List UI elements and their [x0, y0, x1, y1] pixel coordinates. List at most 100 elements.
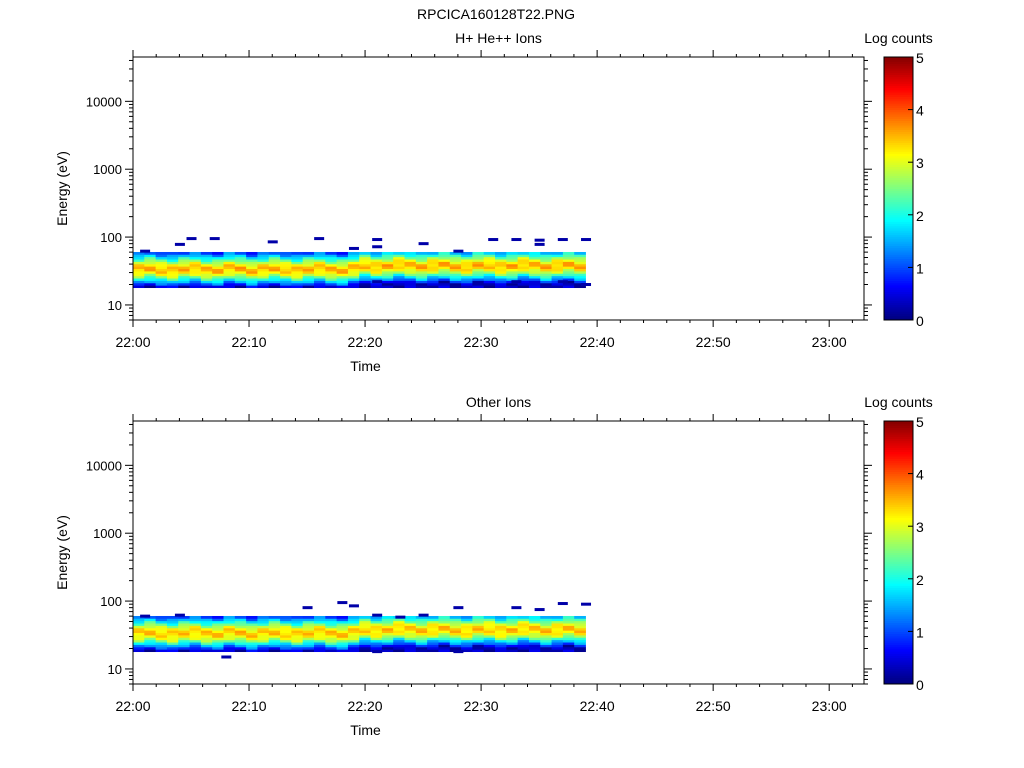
colorbar-strip — [884, 72, 913, 76]
spectrogram-cell — [280, 630, 292, 634]
spectrogram-cell — [540, 639, 552, 643]
colorbar-strip — [884, 648, 913, 652]
spectrogram-cell — [540, 280, 552, 284]
spectrogram-cell — [155, 623, 168, 626]
spectrogram-cell — [472, 625, 485, 629]
colorbar-strip — [884, 309, 913, 312]
spectrogram-cell — [144, 275, 157, 279]
spectrogram-cell — [483, 649, 496, 653]
spectrogram-cell — [155, 254, 168, 258]
spectrogram-cell — [166, 632, 179, 636]
spectrogram-cell — [562, 270, 575, 274]
colorbar-strip — [884, 199, 913, 203]
colorbar-label: Log counts — [864, 394, 933, 410]
spectrogram-cell — [506, 261, 519, 265]
spectrogram-cell — [517, 251, 530, 255]
spectrogram-cell — [528, 646, 541, 650]
spectrogram-cell — [302, 618, 315, 622]
spectrogram-cell — [166, 644, 179, 648]
spectrogram-cell — [461, 618, 473, 622]
x-tick-label: 22:10 — [232, 334, 267, 350]
spectrogram-cell — [178, 630, 190, 634]
colorbar-strip — [884, 662, 913, 665]
colorbar-strip — [884, 166, 913, 170]
spectrogram-cell — [528, 256, 541, 260]
spectrogram-cell — [200, 615, 213, 619]
spectrogram-cell — [234, 282, 247, 286]
colorbar-strip — [884, 567, 913, 571]
spectrogram-cell — [370, 261, 383, 265]
spectrogram-cell — [427, 637, 439, 641]
spectrogram-cell — [472, 275, 485, 279]
spectrogram-cell — [483, 275, 496, 279]
spectrogram-cell — [574, 270, 586, 274]
spectrogram-cell — [291, 644, 304, 648]
spectrogram-cell — [212, 620, 224, 624]
spectrogram-cell — [427, 649, 439, 653]
spectrogram-cell — [234, 278, 247, 281]
spectrogram-cell — [325, 282, 338, 286]
spectrogram-cell — [223, 280, 236, 284]
spectrogram-cell — [234, 254, 247, 258]
spectrogram-cell — [495, 627, 507, 631]
spectrogram-cell — [483, 637, 496, 641]
spectrogram-cell — [574, 280, 586, 284]
colorbar-strip — [884, 129, 913, 133]
spectrogram-cell — [178, 273, 190, 277]
spectrogram-cell — [212, 639, 224, 643]
spectrogram-cell — [133, 278, 145, 281]
colorbar-tick-label: 3 — [916, 519, 924, 535]
spectrogram-cell — [144, 627, 157, 631]
spectrogram-cell — [483, 273, 496, 277]
spectrogram-cell — [268, 251, 281, 255]
spectrogram-cell — [347, 639, 360, 643]
spectrogram-cell — [189, 256, 202, 260]
spectrogram-cell — [472, 268, 485, 272]
spectrogram-cell — [404, 630, 417, 634]
spectrogram-cell — [404, 639, 417, 643]
spectrogram-cell — [257, 263, 270, 267]
spectrogram-cell — [551, 632, 564, 636]
spectrogram-cell — [495, 623, 507, 626]
spectrogram-cell — [178, 275, 190, 279]
spectrogram-cell — [347, 637, 360, 641]
spectrogram-cell — [223, 637, 236, 641]
spectrogram-cell — [144, 266, 157, 270]
colorbar-strip — [884, 293, 913, 297]
spectrogram-cell — [381, 259, 394, 262]
low-count-pixel — [453, 249, 464, 253]
spectrogram-cell — [325, 639, 338, 643]
spectrogram-cell — [404, 634, 417, 638]
spectrogram-cell — [257, 637, 270, 641]
spectrogram-cell — [517, 618, 530, 622]
colorbar-strip — [884, 78, 913, 82]
spectrogram-cell — [302, 261, 315, 265]
colorbar-strip — [884, 162, 913, 165]
spectrogram-cell — [472, 630, 485, 634]
spectrogram-cell — [517, 630, 530, 634]
colorbar-strip — [884, 247, 913, 251]
spectrogram-cell — [427, 282, 439, 286]
spectrogram-cell — [427, 266, 439, 270]
spectrogram-cell — [562, 254, 575, 258]
colorbar-strip — [884, 192, 913, 196]
spectrogram-cell — [551, 285, 564, 289]
spectrogram-cell — [438, 639, 451, 643]
colorbar-strip — [884, 124, 913, 128]
spectrogram-cell — [200, 254, 213, 258]
spectrogram-cell — [155, 280, 168, 284]
spectrogram-cell — [291, 639, 304, 643]
spectrogram-cell — [189, 646, 202, 650]
spectrogram-cell — [212, 285, 224, 289]
spectrogram-cell — [359, 649, 371, 653]
spectrogram-cell — [540, 278, 552, 281]
spectrogram-cell — [144, 637, 157, 641]
spectrogram-cell — [381, 256, 394, 260]
spectrogram-cell — [540, 268, 552, 272]
spectrogram-cell — [427, 642, 439, 645]
spectrogram-cell — [234, 618, 247, 622]
spectrogram-cell — [246, 627, 258, 631]
spectrogram-cell — [393, 273, 405, 277]
spectrogram-cell — [234, 630, 247, 634]
spectrogram-cell — [246, 630, 258, 634]
